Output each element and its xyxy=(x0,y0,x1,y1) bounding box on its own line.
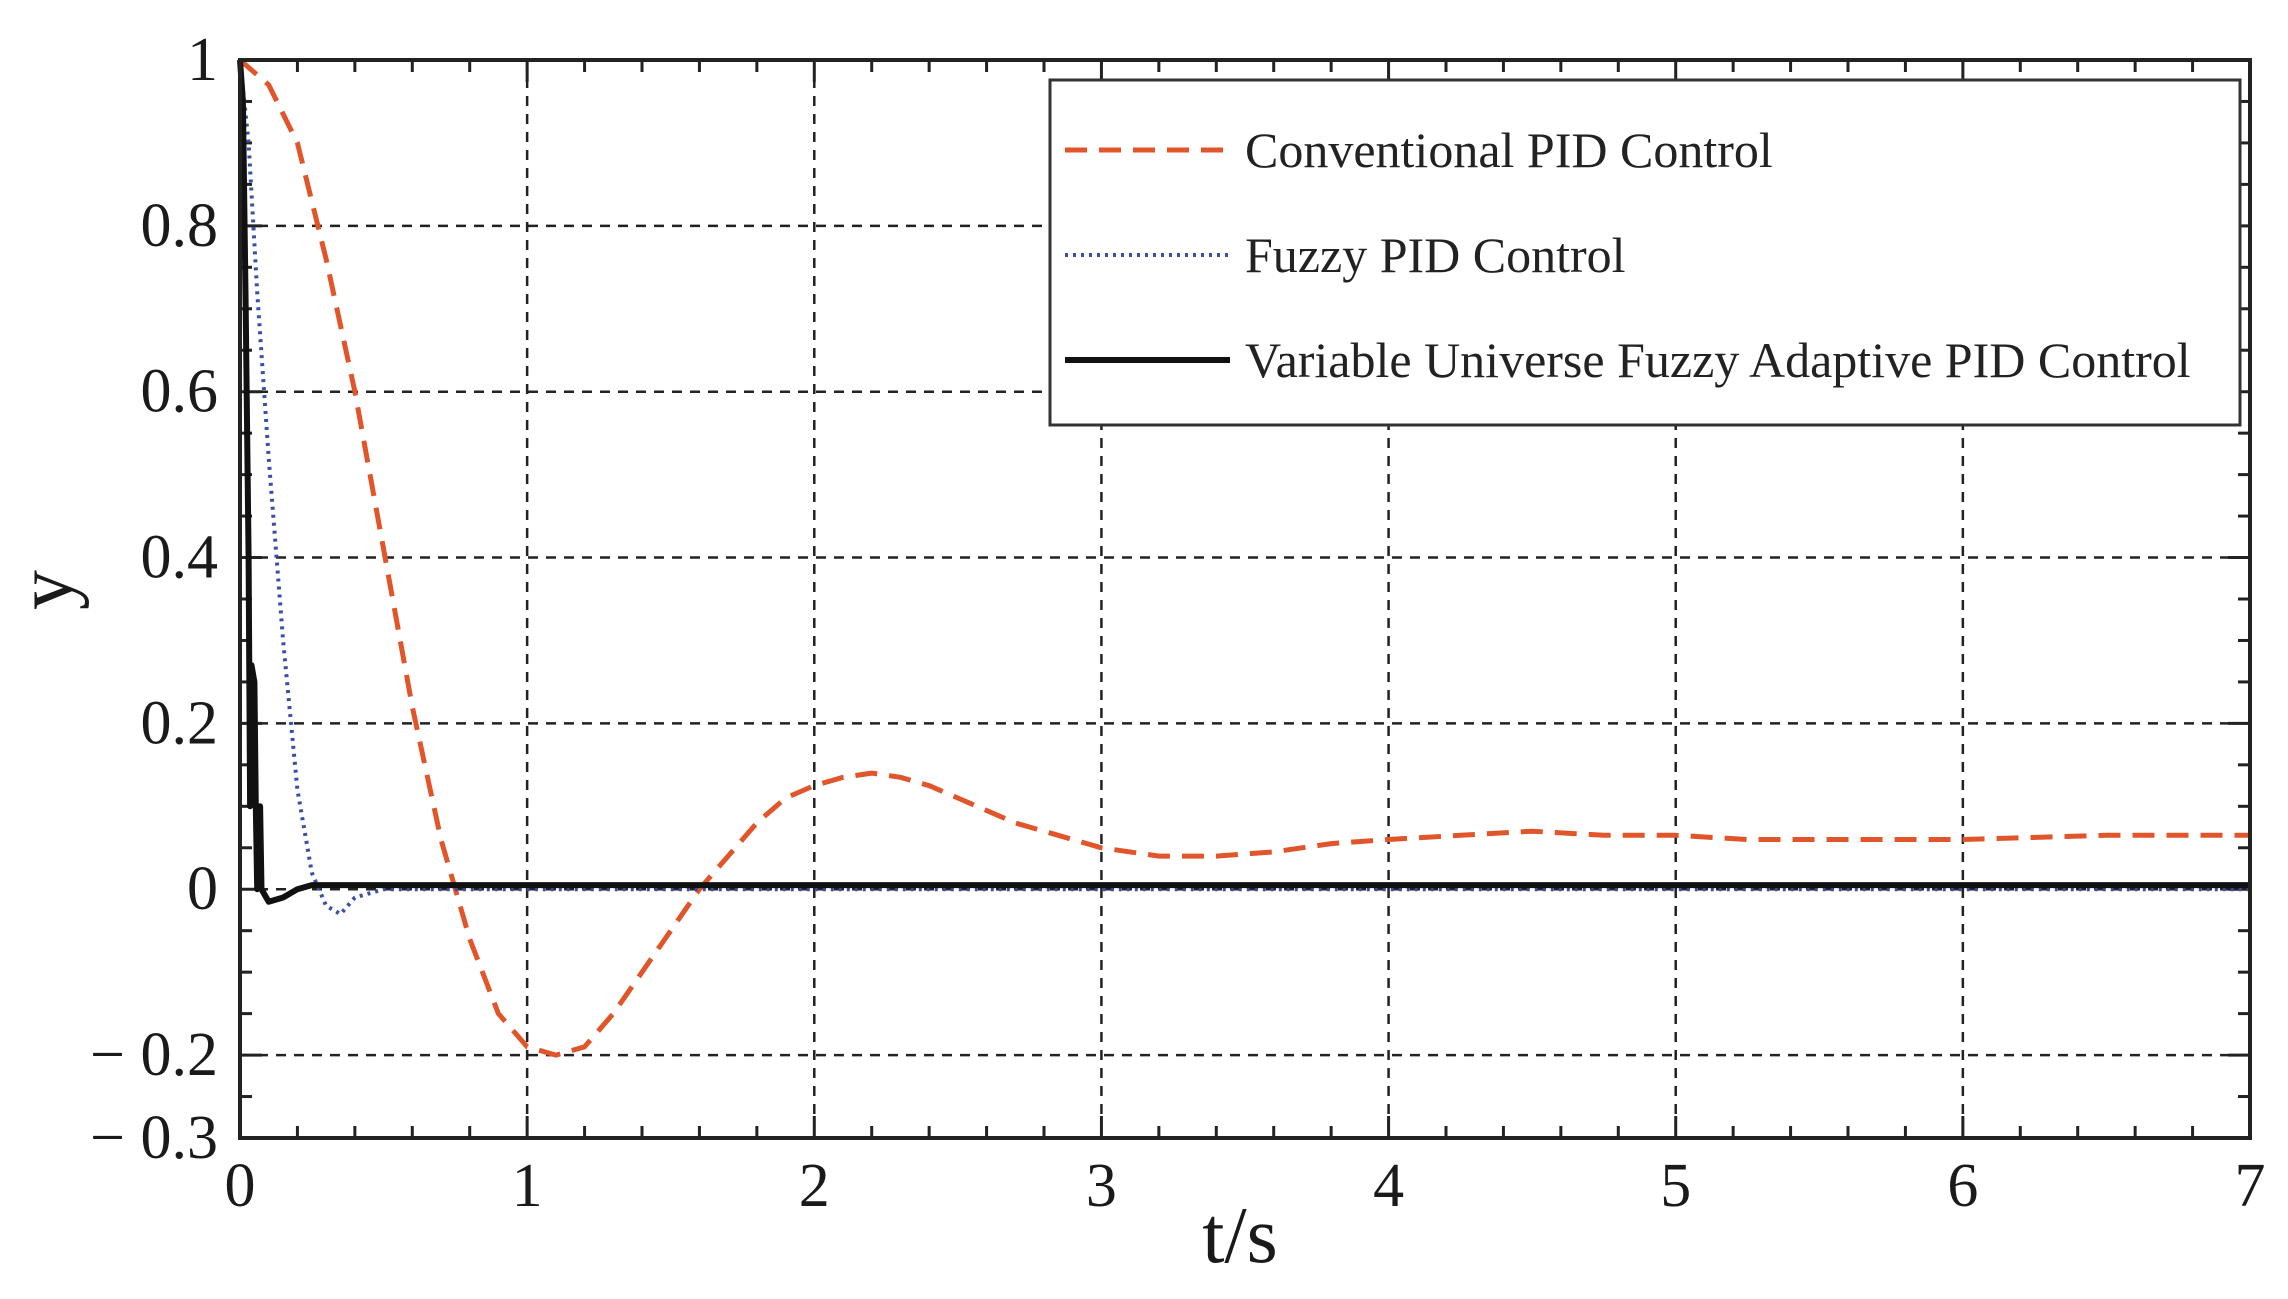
plot-area-frame xyxy=(238,58,2252,1140)
series-line-3 xyxy=(237,59,2250,905)
x-tick-label: 2 xyxy=(799,1152,830,1220)
y-axis-label: y xyxy=(2,570,90,610)
legend-box xyxy=(1048,78,2242,427)
x-tick-label: 0 xyxy=(225,1152,256,1220)
y-tick-labels: 1 0.8 0.6 0.4 0.2 0 − 0.2 − 0.3 xyxy=(90,26,218,1172)
y-tick-label: − 0.2 xyxy=(90,1021,218,1089)
series-line-1 xyxy=(238,58,2250,1058)
x-tick-labels: 0 1 2 3 4 5 6 7 xyxy=(225,1152,2266,1220)
x-tick-label: 4 xyxy=(1373,1152,1404,1220)
x-tick-label: 1 xyxy=(512,1152,543,1220)
x-axis-label: t/s xyxy=(1202,1192,1278,1280)
x-tick-label: 6 xyxy=(1947,1152,1978,1220)
legend-label-1: Conventional PID Control xyxy=(1245,122,1773,178)
x-tick-label: 5 xyxy=(1660,1152,1691,1220)
y-tick-label: 0 xyxy=(187,855,218,923)
y-tick-label: − 0.3 xyxy=(90,1104,218,1172)
y-tick-label: 0.8 xyxy=(141,192,219,260)
y-tick-label: 1 xyxy=(187,26,218,94)
x-tick-label: 7 xyxy=(2235,1152,2266,1220)
y-tick-label: 0.6 xyxy=(141,358,219,426)
legend-label-3: Variable Universe Fuzzy Adaptive PID Con… xyxy=(1245,332,2191,388)
y-tick-label: 0.4 xyxy=(141,524,219,592)
series-lines xyxy=(237,58,2250,1058)
legend: Conventional PID Control Fuzzy PID Contro… xyxy=(1048,78,2242,427)
y-tick-label: 0.2 xyxy=(141,689,219,757)
legend-label-2: Fuzzy PID Control xyxy=(1245,227,1626,283)
x-tick-label: 3 xyxy=(1086,1152,1117,1220)
